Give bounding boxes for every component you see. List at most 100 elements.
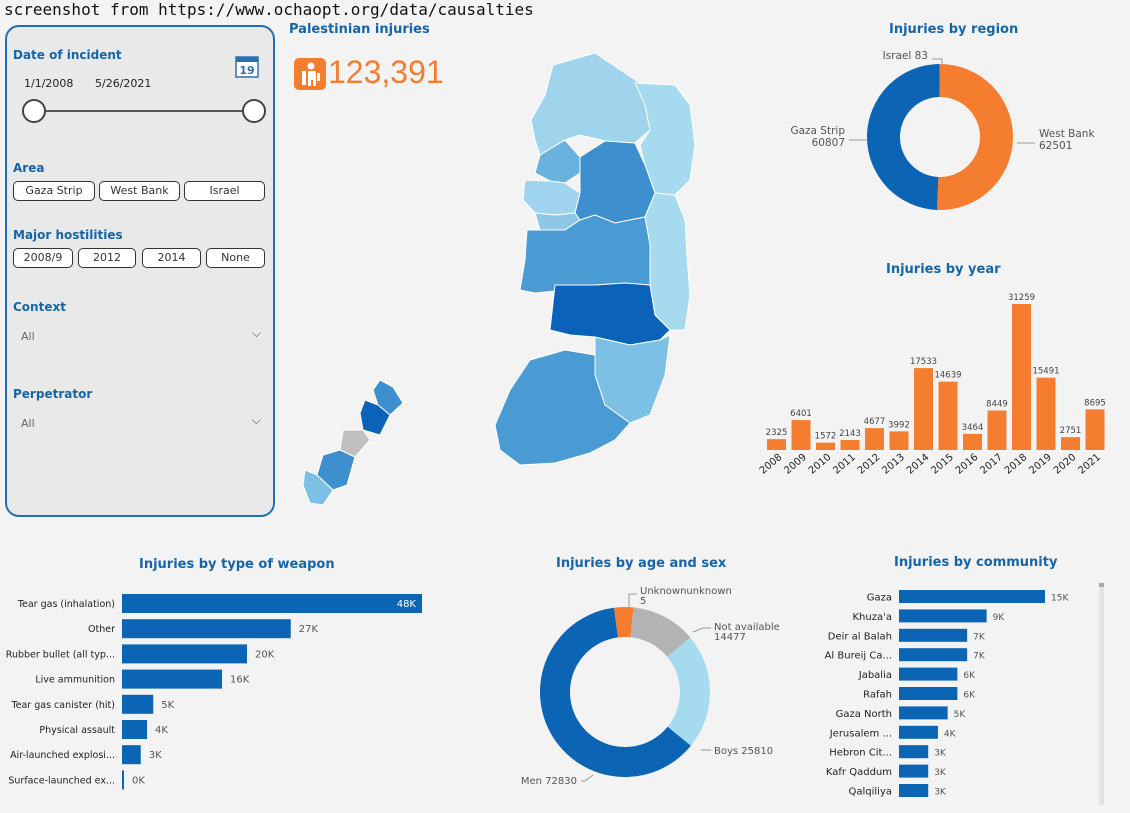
community-bar[interactable] [899,784,929,797]
weapon-bar[interactable] [122,594,422,613]
year-bar-2014[interactable] [914,368,933,450]
calendar-icon[interactable]: 19 [235,54,259,78]
area-chip-gaza-strip[interactable]: Gaza Strip [13,181,95,201]
perpetrator-dropdown[interactable]: All ⌵ [21,413,261,430]
hostilities-chip-2008-9[interactable]: 2008/9 [13,248,73,268]
year-bar-2010[interactable] [816,442,835,450]
year-value-label: 2325 [766,428,788,438]
weapon-chart-title: Injuries by type of weapon [139,557,335,572]
donut-slice-unknownunknown[interactable] [613,607,618,638]
year-value-label: 8449 [986,400,1008,410]
community-bar[interactable] [899,745,929,759]
community-value-label: 6K [963,671,976,681]
year-bar-2016[interactable] [963,433,982,450]
map-region-qalqiliya[interactable] [522,179,581,216]
hostilities-chip-none[interactable]: None [206,248,265,268]
map-region-jenin[interactable] [530,52,651,156]
agesex-label-na-name: Not available [714,622,780,633]
year-bar-2013[interactable] [889,431,909,450]
community-bar[interactable] [899,687,958,700]
hostilities-chip-2012[interactable]: 2012 [78,248,136,268]
area-chip-israel[interactable]: Israel [184,181,265,201]
community-bar[interactable] [899,648,968,662]
donut-slice-west-bank[interactable] [937,64,1014,210]
donut-slice-gaza-strip[interactable] [867,64,940,210]
community-bar[interactable] [899,628,968,642]
weapon-value-label: 16K [230,675,250,686]
year-bar-2019[interactable] [1036,377,1056,450]
date-start[interactable]: 1/1/2008 [24,77,74,90]
weapon-value-label: 3K [149,750,162,761]
weapon-bar[interactable] [122,619,291,639]
region-map[interactable] [295,45,705,515]
scrollbar-thumb[interactable] [1099,583,1104,587]
map-region-hebron[interactable] [494,349,631,466]
community-chart-title: Injuries by community [894,555,1058,570]
hostilities-chip-2014[interactable]: 2014 [142,248,201,268]
source-caption: screenshot from https://www.ochaopt.org/… [4,0,534,19]
year-value-label: 3992 [888,420,910,430]
date-slider-end-handle[interactable] [242,99,266,123]
donut-slice-men[interactable] [540,607,691,777]
year-bar-chart[interactable]: 2325 2008 6401 2009 1572 2010 2143 2011 4677 2012… [745,280,1115,500]
year-tick-label: 2016 [954,452,981,477]
year-tick-label: 2009 [782,452,809,477]
weapon-bar[interactable] [122,770,124,790]
area-chip-west-bank[interactable]: West Bank [99,181,180,201]
year-bar-2011[interactable] [840,439,860,450]
context-dropdown[interactable]: All ⌵ [21,326,261,343]
weapon-bar-chart[interactable]: Tear gas (inhalation) 48K Other 27K Rubber b… [0,585,470,800]
year-bar-2017[interactable] [987,410,1007,450]
year-tick-label: 2015 [929,452,956,477]
context-value: All [21,330,35,343]
community-bar[interactable] [899,764,929,778]
weapon-bar[interactable] [122,720,147,739]
year-bar-2015[interactable] [938,381,958,450]
year-tick-label: 2017 [978,452,1005,477]
region-label-westbank-name: West Bank [1039,128,1095,140]
weapon-bar[interactable] [122,669,222,689]
map-region-jerusalem[interactable] [549,282,671,346]
date-end[interactable]: 5/26/2021 [95,77,152,90]
map-region-gaza-city[interactable] [359,399,391,436]
year-value-label: 15491 [1032,367,1059,377]
weapon-bar[interactable] [122,745,141,765]
map-region-deir-al-balah[interactable] [339,429,371,458]
year-bar-2008[interactable] [767,439,786,450]
community-bar[interactable] [899,667,958,681]
chevron-down-icon: ⌵ [251,413,261,427]
region-label-westbank-value: 62501 [1039,140,1072,152]
agesex-label-unknown: Unknownunknown [640,586,732,597]
year-value-label: 4677 [864,417,886,427]
community-bar[interactable] [899,725,938,739]
region-chart-title: Injuries by region [889,22,1019,37]
agesex-label-na-value: 14477 [714,632,746,643]
year-value-label: 2751 [1060,426,1082,436]
community-bar[interactable] [899,609,987,623]
year-value-label: 31259 [1008,293,1035,303]
map-region-ramallah[interactable] [519,214,651,294]
community-bar[interactable] [899,706,948,720]
year-value-label: 8695 [1084,398,1106,408]
donut-slice-boys[interactable] [667,637,710,746]
year-bar-2020[interactable] [1061,437,1080,450]
donut-slice-women[interactable] [614,607,634,638]
year-bar-2018[interactable] [1012,304,1031,450]
year-bar-2009[interactable] [791,420,811,450]
agesex-label-men: Men 72830 [521,776,577,787]
community-scrollbar[interactable] [1099,583,1104,805]
map-region-tulkarm[interactable] [534,139,581,184]
date-slider-start-handle[interactable] [22,99,46,123]
weapon-bar[interactable] [122,694,154,714]
map-region-rafah[interactable] [302,469,334,506]
date-slider-track[interactable] [33,110,255,112]
year-bar-2012[interactable] [865,428,884,450]
weapon-value-label: 48K [397,599,417,610]
community-bar-chart[interactable]: Gaza 15K Khuza'a 9K Deir al Balah 7K Al Bureij… [805,585,1095,805]
donut-slice-not-available[interactable] [630,607,691,657]
community-bar[interactable] [899,590,1045,603]
weapon-bar[interactable] [122,644,247,664]
year-bar-2021[interactable] [1085,409,1105,450]
